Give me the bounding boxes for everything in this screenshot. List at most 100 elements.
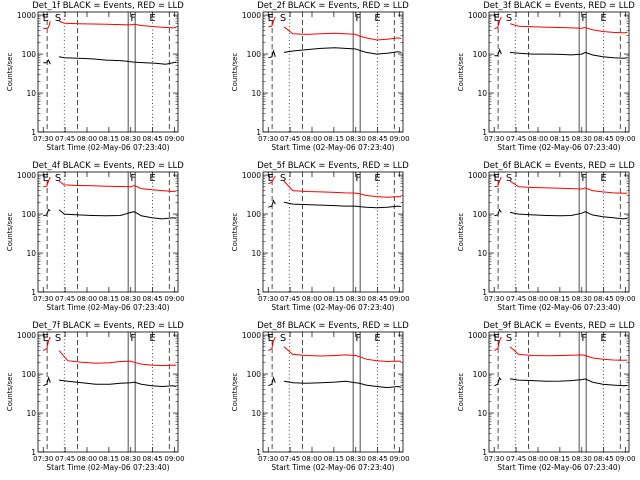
x-tick-label: 08:00 <box>77 135 97 143</box>
x-tick-label: 08:15 <box>99 135 119 143</box>
x-tick-label: 08:00 <box>528 455 548 463</box>
y-tick-label: 10 <box>26 249 36 258</box>
y-axis-label: Counts/sec <box>6 53 14 92</box>
x-tick-label: 07:45 <box>55 455 75 463</box>
x-tick-label: 07:45 <box>506 455 526 463</box>
chart-panel-1: Det_1f BLACK = Events, RED = LLD 1 10 100 10… <box>6 1 185 152</box>
event-marker-label: F <box>581 333 587 344</box>
x-tick-label: 09:00 <box>615 135 635 143</box>
x-axis-label: Start Time (02-May-06 07:23:40) <box>271 303 394 312</box>
x-axis-label: Start Time (02-May-06 07:23:40) <box>497 143 620 152</box>
event-marker-label: E <box>268 173 274 184</box>
event-marker-label: F <box>130 173 136 184</box>
y-tick-label: 100 <box>22 50 37 59</box>
y-tick-label: 1000 <box>17 11 36 20</box>
x-tick-label: 08:00 <box>77 455 97 463</box>
event-marker-label: E <box>600 173 606 184</box>
x-tick-label: 08:15 <box>324 135 344 143</box>
event-marker-label: E <box>494 173 500 184</box>
event-marker-label: S <box>55 333 61 344</box>
y-tick-label: 10 <box>477 409 487 418</box>
x-tick-label: 07:45 <box>506 135 526 143</box>
x-tick-label: 07:30 <box>33 455 53 463</box>
y-tick-label: 1000 <box>242 331 261 340</box>
y-tick-label: 1 <box>482 128 487 137</box>
x-tick-label: 07:45 <box>55 295 75 303</box>
x-axis-label: Start Time (02-May-06 07:23:40) <box>46 143 169 152</box>
event-marker-label: S <box>506 13 512 24</box>
y-tick-label: 1000 <box>17 171 36 180</box>
y-axis-label: Counts/sec <box>231 213 239 252</box>
x-tick-label: 08:30 <box>572 295 592 303</box>
x-tick-label: 08:45 <box>594 295 614 303</box>
event-marker-label: E <box>374 13 380 24</box>
event-marker-label: S <box>280 333 286 344</box>
x-axis-label: Start Time (02-May-06 07:23:40) <box>271 463 394 472</box>
y-tick-label: 1 <box>256 448 261 457</box>
x-tick-label: 09:00 <box>389 135 409 143</box>
x-tick-label: 08:30 <box>346 295 366 303</box>
x-tick-label: 08:45 <box>594 455 614 463</box>
event-marker-label: F <box>130 13 136 24</box>
y-tick-label: 1 <box>31 448 36 457</box>
series-line-lld <box>43 176 177 193</box>
event-marker-label: S <box>280 173 286 184</box>
x-axis-label: Start Time (02-May-06 07:23:40) <box>271 143 394 152</box>
event-marker-label: F <box>130 333 136 344</box>
y-tick-label: 10 <box>251 409 261 418</box>
series-line-events <box>43 376 177 388</box>
x-tick-label: 09:00 <box>615 295 635 303</box>
series-line-events <box>268 199 402 209</box>
x-tick-label: 08:45 <box>594 135 614 143</box>
x-tick-label: 08:15 <box>324 455 344 463</box>
series-line-events <box>268 376 402 389</box>
event-marker-label: E <box>43 173 49 184</box>
x-tick-label: 08:30 <box>121 455 141 463</box>
x-tick-label: 08:00 <box>77 295 97 303</box>
y-tick-label: 10 <box>477 249 487 258</box>
event-marker-label: E <box>600 13 606 24</box>
y-axis-label: Counts/sec <box>457 213 465 252</box>
y-axis-label: Counts/sec <box>231 53 239 92</box>
event-marker-label: F <box>581 13 587 24</box>
series-line-events <box>43 208 177 220</box>
x-tick-label: 08:45 <box>368 135 388 143</box>
x-tick-label: 08:30 <box>346 135 366 143</box>
x-tick-label: 08:15 <box>324 295 344 303</box>
event-marker-label: E <box>494 13 500 24</box>
chart-title: Det_6f BLACK = Events, RED = LLD <box>483 161 635 171</box>
x-tick-label: 08:30 <box>121 135 141 143</box>
series-line-events <box>43 56 177 65</box>
y-axis-label: Counts/sec <box>457 373 465 412</box>
y-tick-label: 1000 <box>468 331 487 340</box>
x-tick-label: 08:15 <box>99 295 119 303</box>
plot-frame <box>488 171 630 293</box>
y-tick-label: 100 <box>247 50 262 59</box>
x-tick-label: 08:15 <box>550 135 570 143</box>
plot-frame <box>262 11 404 133</box>
plot-frame <box>262 171 404 293</box>
y-tick-label: 1000 <box>17 331 36 340</box>
plot-frame <box>37 11 179 133</box>
x-tick-label: 08:00 <box>302 295 322 303</box>
x-tick-label: 08:15 <box>550 455 570 463</box>
y-tick-label: 1000 <box>242 171 261 180</box>
chart-title: Det_8f BLACK = Events, RED = LLD <box>257 321 409 331</box>
x-axis-label: Start Time (02-May-06 07:23:40) <box>46 463 169 472</box>
y-tick-label: 100 <box>473 370 488 379</box>
x-tick-label: 08:45 <box>368 455 388 463</box>
event-marker-label: E <box>600 333 606 344</box>
series-line-lld <box>494 176 628 194</box>
series-line-lld <box>268 175 402 198</box>
series-line-lld <box>268 336 402 363</box>
event-marker-label: S <box>280 13 286 24</box>
plot-frame <box>488 331 630 453</box>
x-tick-label: 08:15 <box>550 295 570 303</box>
y-axis-label: Counts/sec <box>457 53 465 92</box>
series-line-events <box>268 47 402 59</box>
event-marker-label: F <box>355 333 361 344</box>
y-tick-label: 1 <box>31 288 36 297</box>
x-tick-label: 07:45 <box>280 295 300 303</box>
event-marker-label: S <box>506 333 512 344</box>
